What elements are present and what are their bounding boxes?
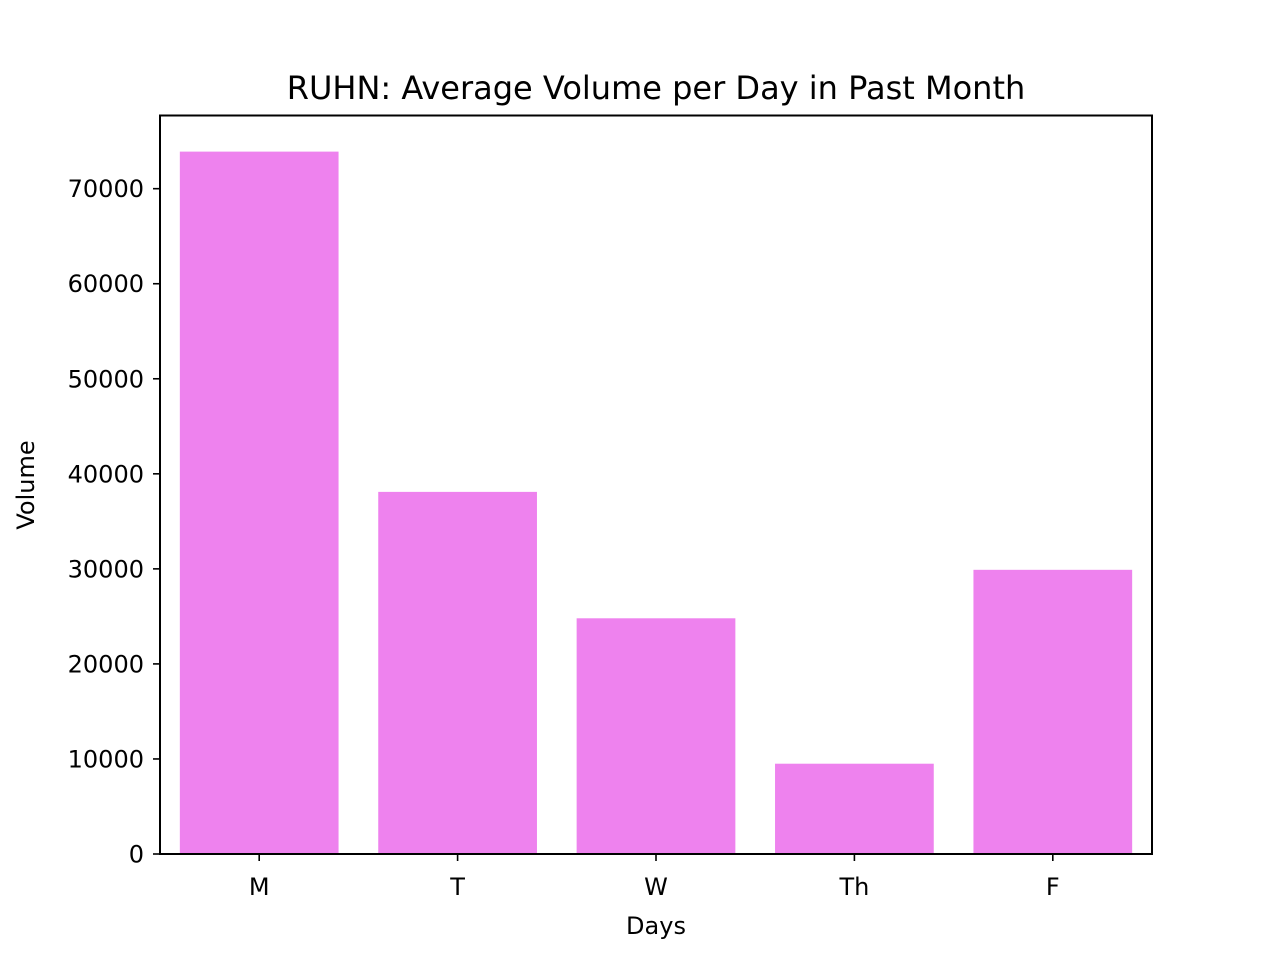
bar-th	[775, 763, 934, 854]
chart-title: RUHN: Average Volume per Day in Past Mon…	[287, 69, 1026, 107]
y-axis-ticks: 0 10000 20000 30000 40000 50000 60000 70000	[68, 175, 160, 869]
bar-m	[179, 151, 339, 854]
x-tick-label: M	[249, 873, 270, 901]
y-axis-label: Volume	[12, 440, 40, 529]
x-tick-label: Th	[838, 873, 869, 901]
y-tick-label: 60000	[68, 270, 144, 298]
y-tick-label: 70000	[68, 175, 144, 203]
x-axis-label: Days	[626, 912, 686, 940]
x-tick-label: T	[449, 873, 465, 901]
bar-f	[973, 569, 1133, 854]
y-tick-label: 0	[129, 841, 144, 869]
y-tick-label: 30000	[68, 555, 144, 583]
y-tick-label: 10000	[68, 745, 144, 773]
bar-t	[378, 491, 537, 854]
y-tick-label: 20000	[68, 650, 144, 678]
plot-frame	[159, 114, 1153, 855]
y-tick-label: 40000	[68, 460, 144, 488]
x-tick-label: F	[1046, 873, 1060, 901]
x-tick-label: W	[644, 873, 668, 901]
x-axis-ticks: M T W Th F	[249, 854, 1060, 901]
bar-w	[576, 618, 736, 854]
y-tick-label: 50000	[68, 365, 144, 393]
bars-group	[179, 151, 1133, 854]
